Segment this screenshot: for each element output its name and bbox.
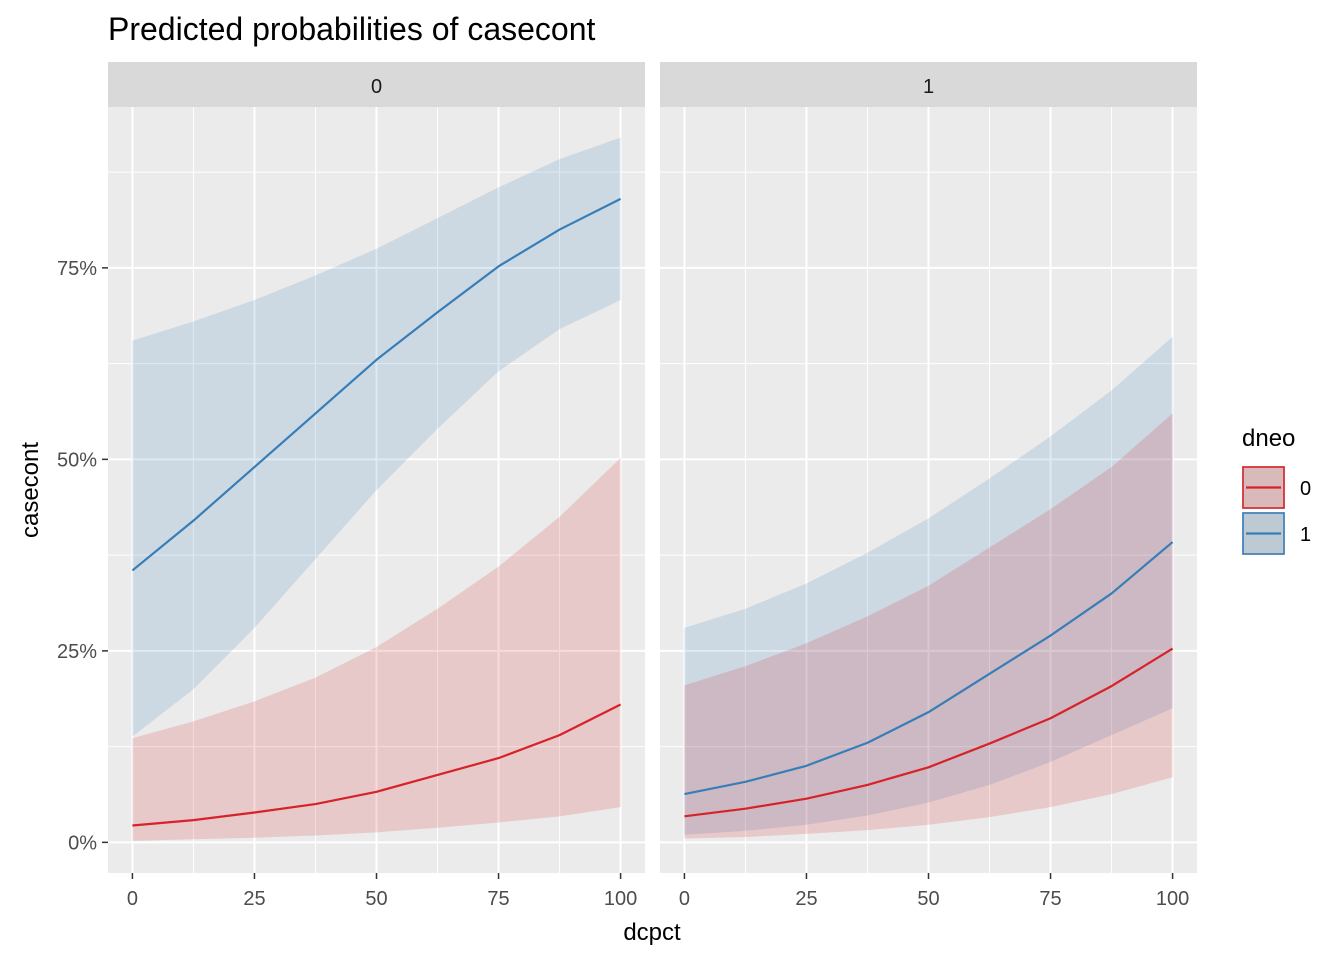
panel-0-line-dneo-0	[132, 703, 622, 827]
x-tick-label: 0	[127, 888, 138, 910]
x-axis-title: dcpct	[623, 919, 681, 946]
panel-1-lines	[684, 541, 1174, 818]
panel-dneo-facet-1: 1	[660, 62, 1197, 873]
panel-1-strip-label: 1	[923, 76, 934, 98]
x-tick-label: 75	[487, 888, 509, 910]
x-tick-label: 100	[1156, 888, 1189, 910]
panel-1-line-dneo-1	[684, 541, 1174, 796]
x-axis: 0 25 50 75 100 0 25 50 75 100	[127, 873, 1189, 910]
legend-label-1: 1	[1300, 524, 1311, 546]
panel-1-ribbons	[684, 336, 1173, 839]
panel-0-grid	[108, 107, 645, 873]
panel-0-line-dneo-1	[131, 197, 622, 572]
panel-0-ribbon-dneo-1	[132, 137, 621, 737]
panel-1-strip	[660, 62, 1197, 107]
panel-0-strip-label: 0	[371, 76, 382, 98]
x-tick-label: 25	[795, 888, 817, 910]
x-tick-label: 100	[604, 888, 637, 910]
panel-1-grid	[660, 107, 1197, 873]
panel-1-ribbon-dneo-0	[684, 413, 1173, 839]
y-tick-label: 50%	[57, 449, 97, 471]
y-axis-title: casecont	[17, 442, 44, 538]
x-tick-label: 0	[679, 888, 690, 910]
legend-title: dneo	[1242, 425, 1295, 452]
x-tick-label: 50	[365, 888, 387, 910]
panel-0-ribbon-dneo-0	[132, 457, 621, 841]
y-tick-label: 25%	[57, 641, 97, 663]
x-tick-label: 50	[917, 888, 939, 910]
x-tick-label: 75	[1039, 888, 1061, 910]
panel-0-strip	[108, 62, 645, 107]
chart-title: Predicted probabilities of casecont	[108, 11, 596, 47]
y-tick-label: 0%	[68, 832, 97, 854]
y-axis: 0% 25% 50% 75%	[57, 258, 108, 854]
x-tick-label: 25	[243, 888, 265, 910]
legend: dneo 0 1	[1242, 425, 1311, 555]
y-tick-label: 75%	[57, 258, 97, 280]
panel-1-ribbon-dneo-1	[684, 336, 1173, 835]
panel-0-lines	[131, 197, 622, 827]
legend-label-0: 0	[1300, 478, 1311, 500]
panel-dneo-facet-0: 0	[108, 62, 645, 873]
panel-0-ribbons	[132, 137, 621, 841]
panel-1-line-dneo-0	[684, 647, 1174, 818]
